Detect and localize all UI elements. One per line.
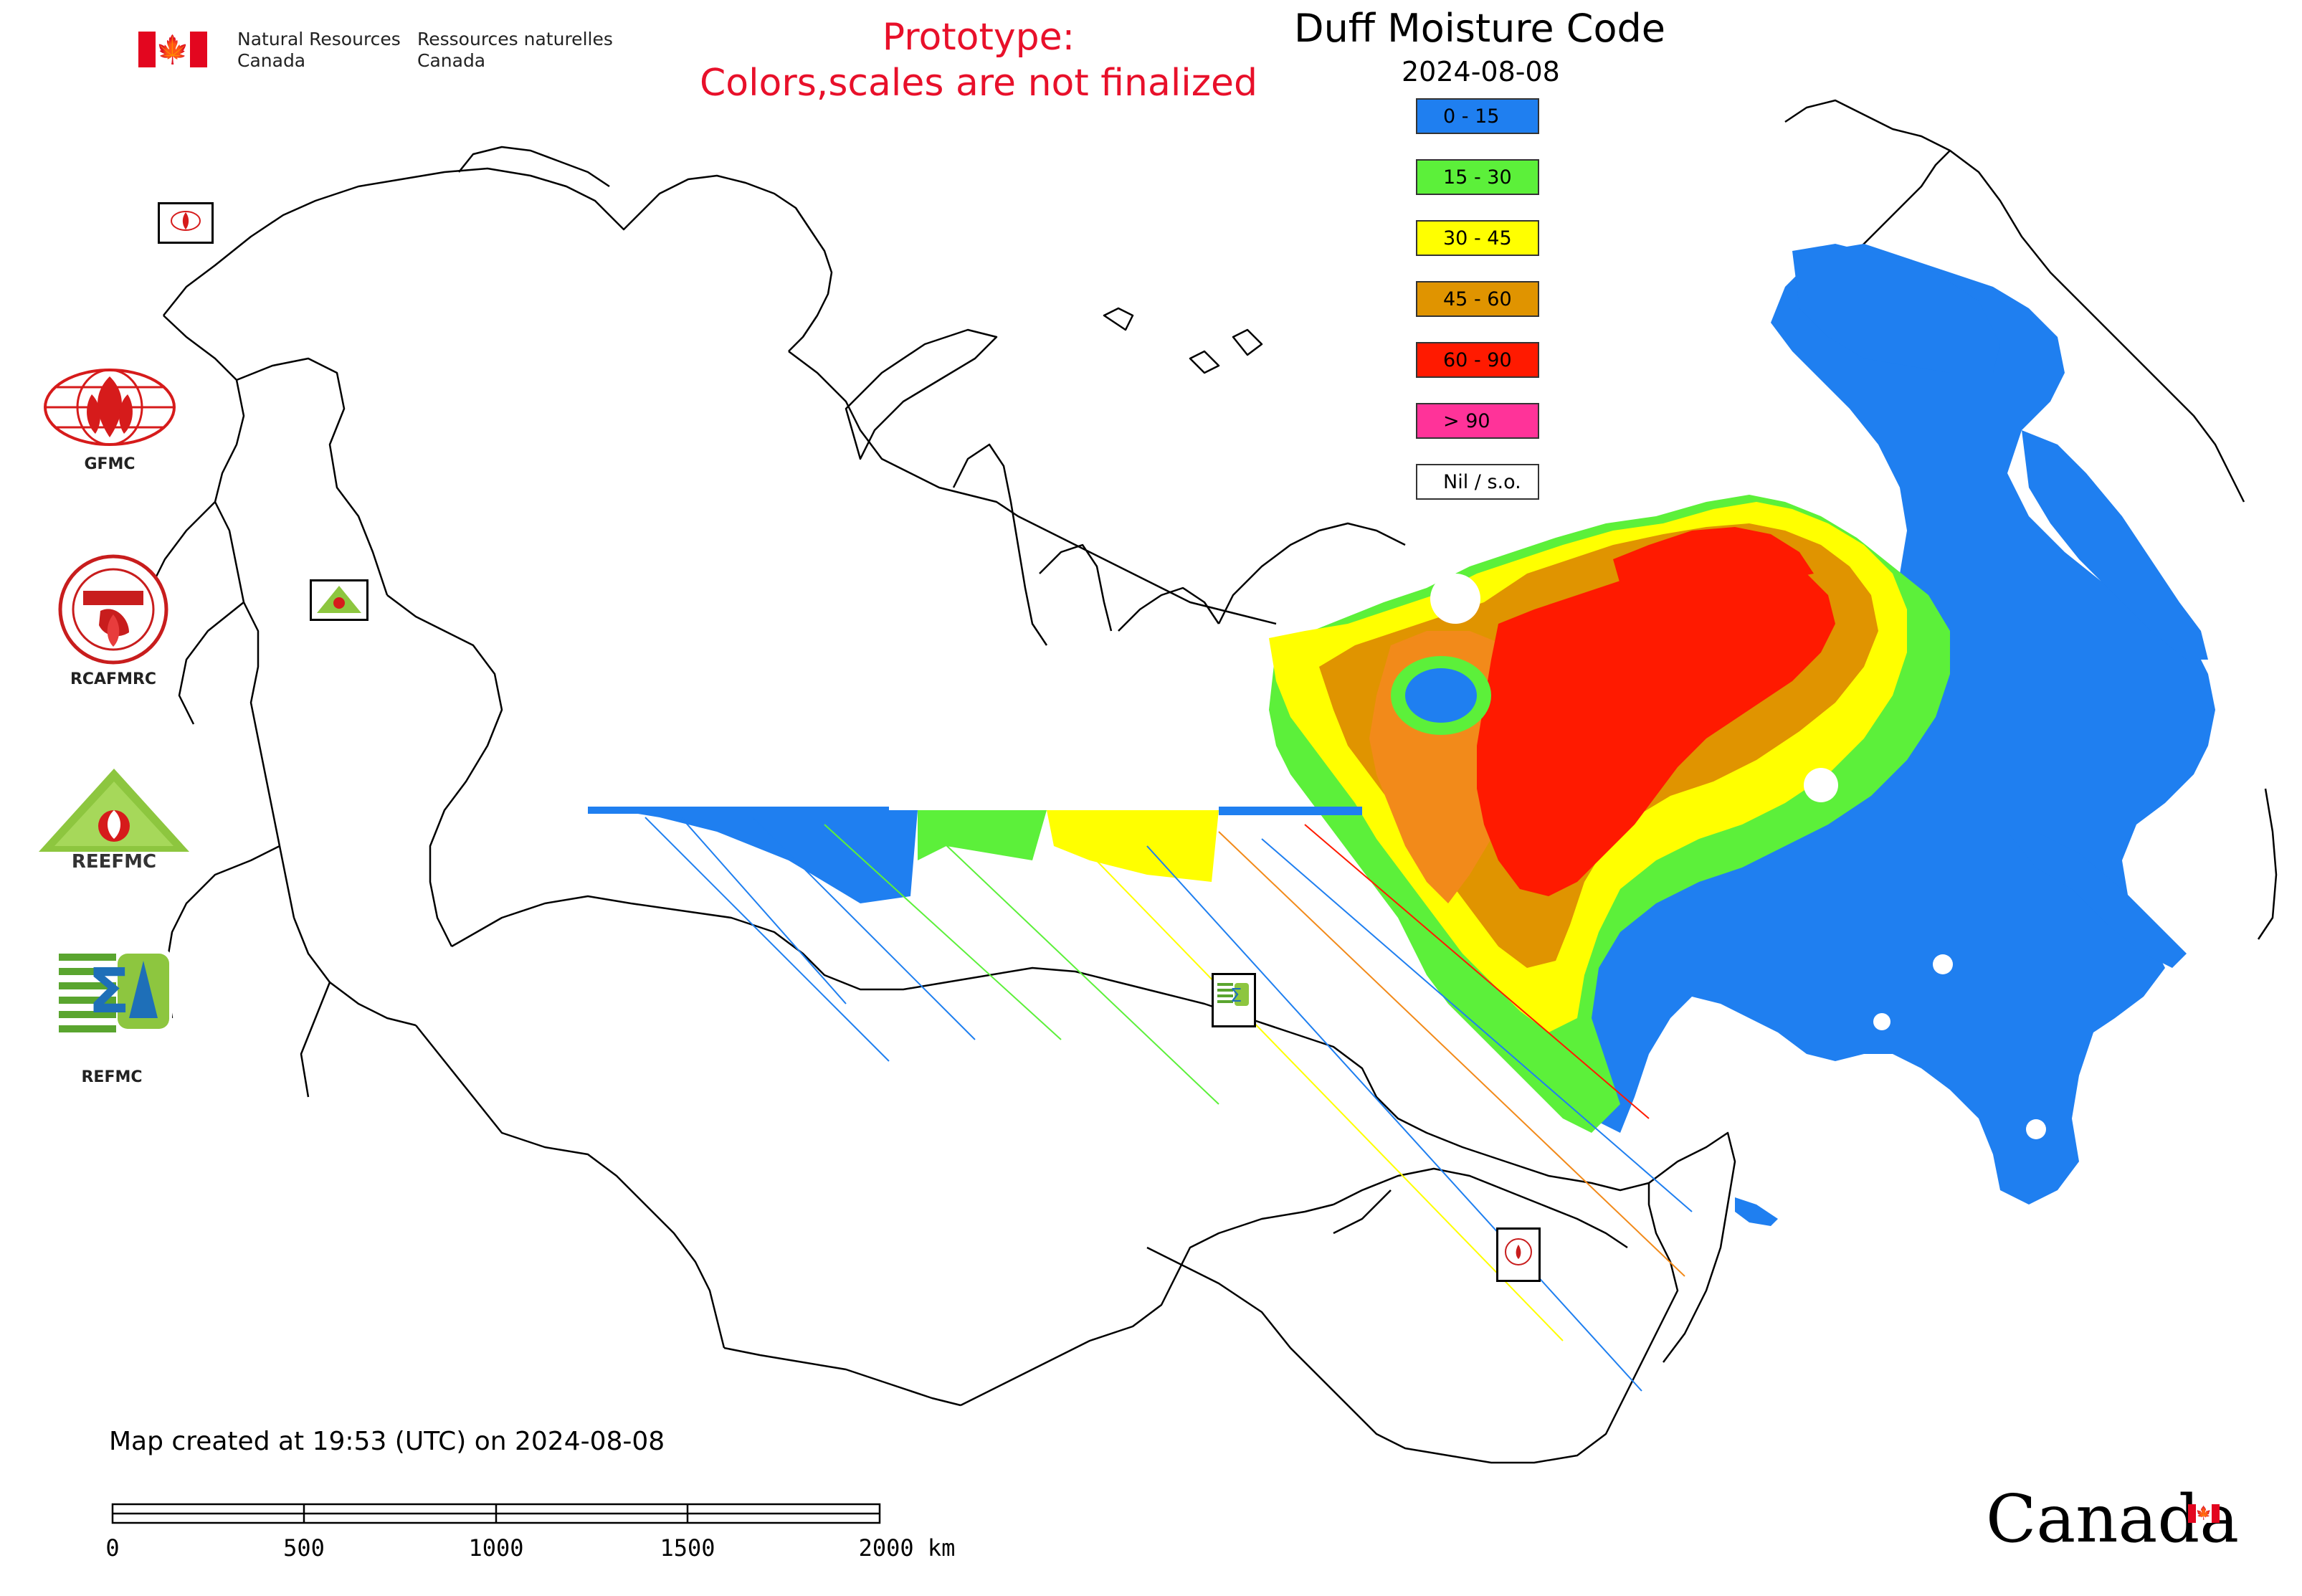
legend-item: Nil / s.o. [1416, 464, 1539, 500]
department-name-en-line1: Natural Resources [237, 29, 401, 49]
rcafmrc-map-stamp-icon [1496, 1227, 1541, 1282]
scale-tick-500: 500 [283, 1534, 325, 1562]
dmc-strip-blue-wedge [617, 810, 918, 903]
refmc-map-stamp-icon: Σ [1212, 973, 1256, 1027]
department-name-en: Natural Resources Canada [237, 29, 401, 72]
legend-item: 15 - 30 [1416, 159, 1539, 195]
scale-bar [111, 1503, 881, 1524]
reefmc-map-stamp-icon [310, 579, 368, 621]
prototype-notice: Prototype: Colors,scales are not finaliz… [685, 14, 1273, 106]
dmc-zone-0-15-sakhalin [2007, 832, 2187, 968]
dmc-zone-0-15-island [1735, 1197, 1778, 1226]
logo-caption-rcafmrc: RCAFMRC [70, 670, 157, 688]
legend-item: 60 - 90 [1416, 342, 1539, 378]
dmc-strip-blue-east [1219, 807, 1362, 815]
country-boundaries [149, 99, 2278, 1464]
legend-item: 45 - 60 [1416, 281, 1539, 317]
dmc-zone-0-15-lake-core [1405, 668, 1477, 723]
dmc-strip-band [588, 807, 1362, 903]
refmc-sigma-icon: Σ [59, 946, 172, 1036]
dmc-zone-0-15-kamchatka [2022, 430, 2208, 660]
legend-item: 0 - 15 [1416, 98, 1539, 134]
logo-caption-gfmc: GFMC [84, 455, 135, 473]
dmc-zone-0-15-chukotka [1792, 244, 2000, 373]
svg-text:REEFMC: REEFMC [72, 851, 156, 872]
gfmc-map-stamp-icon [158, 202, 214, 244]
canada-wordmark-flag-icon: 🍁 [2188, 1504, 2220, 1523]
dmc-streaks [645, 817, 1693, 1392]
prototype-notice-line2: Colors,scales are not finalized [699, 62, 1258, 105]
dmc-raster [588, 244, 2215, 1392]
map-date: 2024-08-08 [1402, 56, 1560, 87]
rcafmrc-round-seal-icon [58, 554, 168, 665]
dmc-strip-green [918, 810, 1047, 860]
legend-item: > 90 [1416, 403, 1539, 439]
reefmc-triangle-icon: REEFMC [39, 769, 189, 872]
gfmc-globe-flame-icon [44, 369, 176, 446]
svg-text:Σ: Σ [1230, 985, 1242, 1007]
scale-tick-1500: 1500 [660, 1534, 715, 1562]
department-name-fr: Ressources naturelles Canada [417, 29, 613, 72]
svg-text:Σ: Σ [88, 956, 130, 1027]
map-created-timestamp: Map created at 19:53 (UTC) on 2024-08-08 [109, 1427, 665, 1456]
department-name-fr-line2: Canada [417, 50, 486, 71]
legend-item: 30 - 45 [1416, 220, 1539, 256]
dmc-zone-60-90 [1477, 552, 1835, 896]
map-title: Duff Moisture Code [1294, 6, 1665, 51]
scale-tick-1000: 1000 [468, 1534, 524, 1562]
canada-flag-icon: 🍁 [138, 32, 207, 67]
prototype-notice-line1: Prototype: [882, 16, 1075, 59]
dmc-strip-yellow [1047, 810, 1219, 882]
department-name-en-line2: Canada [237, 50, 306, 71]
scale-tick-0: 0 [105, 1534, 120, 1562]
logo-caption-refmc: REFMC [81, 1068, 143, 1086]
department-name-fr-line1: Ressources naturelles [417, 29, 613, 49]
dmc-zone-60-90-north [1613, 527, 1814, 588]
scale-tick-2000: 2000 km [858, 1534, 956, 1562]
